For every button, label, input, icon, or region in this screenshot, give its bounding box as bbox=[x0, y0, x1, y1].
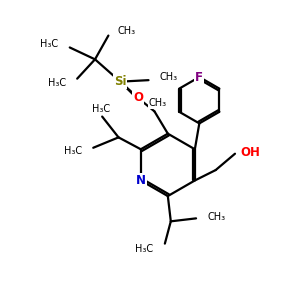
Text: OH: OH bbox=[240, 146, 260, 159]
Text: CH₃: CH₃ bbox=[160, 72, 178, 82]
Text: H₃C: H₃C bbox=[64, 146, 82, 156]
Text: CH₃: CH₃ bbox=[118, 26, 136, 36]
Text: F: F bbox=[195, 70, 203, 83]
Text: Si: Si bbox=[114, 75, 127, 88]
Text: H₃C: H₃C bbox=[92, 104, 110, 114]
Text: H₃C: H₃C bbox=[135, 244, 154, 254]
Text: CH₃: CH₃ bbox=[207, 212, 226, 222]
Text: N: N bbox=[136, 174, 146, 187]
Text: H₃C: H₃C bbox=[40, 39, 58, 49]
Text: H₃C: H₃C bbox=[48, 78, 66, 88]
Text: O: O bbox=[133, 92, 143, 104]
Text: CH₃: CH₃ bbox=[148, 98, 166, 108]
